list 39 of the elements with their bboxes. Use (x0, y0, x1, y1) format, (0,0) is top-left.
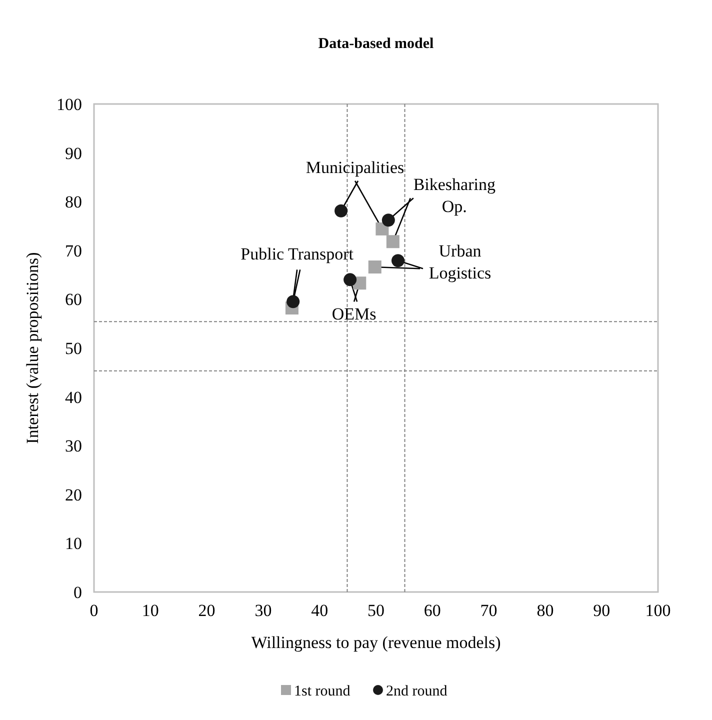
y-tick-label: 90 (65, 144, 82, 163)
point (391, 254, 404, 268)
annotation: OEMs (332, 304, 376, 324)
x-tick-label: 30 (254, 601, 272, 620)
y-tick-label: 10 (65, 534, 82, 554)
y-tick-label: 80 (65, 192, 82, 212)
chart-title: Data-based model (318, 36, 434, 52)
point (344, 273, 357, 286)
y-tick-label: 100 (56, 94, 82, 114)
annotation: Urban Logistics (428, 242, 492, 283)
point (286, 295, 300, 308)
annotation: Bikesharing Op. (413, 175, 496, 216)
x-tick-label: 70 (480, 601, 498, 620)
x-axis-title: Willingness to pay (revenue models) (251, 633, 501, 652)
y-axis-title: Interest (value propositions) (23, 252, 42, 444)
point (382, 214, 395, 227)
y-tick-label: 0 (74, 582, 82, 602)
x-tick-label: 0 (90, 601, 98, 620)
point (386, 235, 400, 248)
y-tick-label: 20 (65, 485, 82, 504)
x-tick-label: 100 (645, 601, 671, 620)
point (334, 204, 348, 218)
legend-label: 1st round (294, 683, 351, 700)
y-tick-label: 70 (65, 241, 82, 260)
y-tick-label: 30 (65, 436, 82, 456)
point (368, 260, 382, 274)
x-tick-label: 80 (536, 601, 554, 620)
x-tick-label: 90 (593, 601, 610, 620)
annotation: Municipalities (306, 158, 404, 177)
y-tick-label: 60 (65, 290, 82, 310)
x-tick-label: 60 (424, 601, 441, 620)
legend-label: 2nd round (386, 683, 448, 700)
x-tick-label: 50 (368, 601, 384, 620)
x-tick-label: 40 (311, 601, 328, 620)
x-tick-label: 20 (198, 601, 216, 620)
y-tick-label: 40 (65, 388, 82, 407)
y-tick-label: 50 (65, 338, 82, 358)
x-tick-label: 10 (142, 601, 159, 620)
annotation: Public Transport (240, 244, 354, 264)
